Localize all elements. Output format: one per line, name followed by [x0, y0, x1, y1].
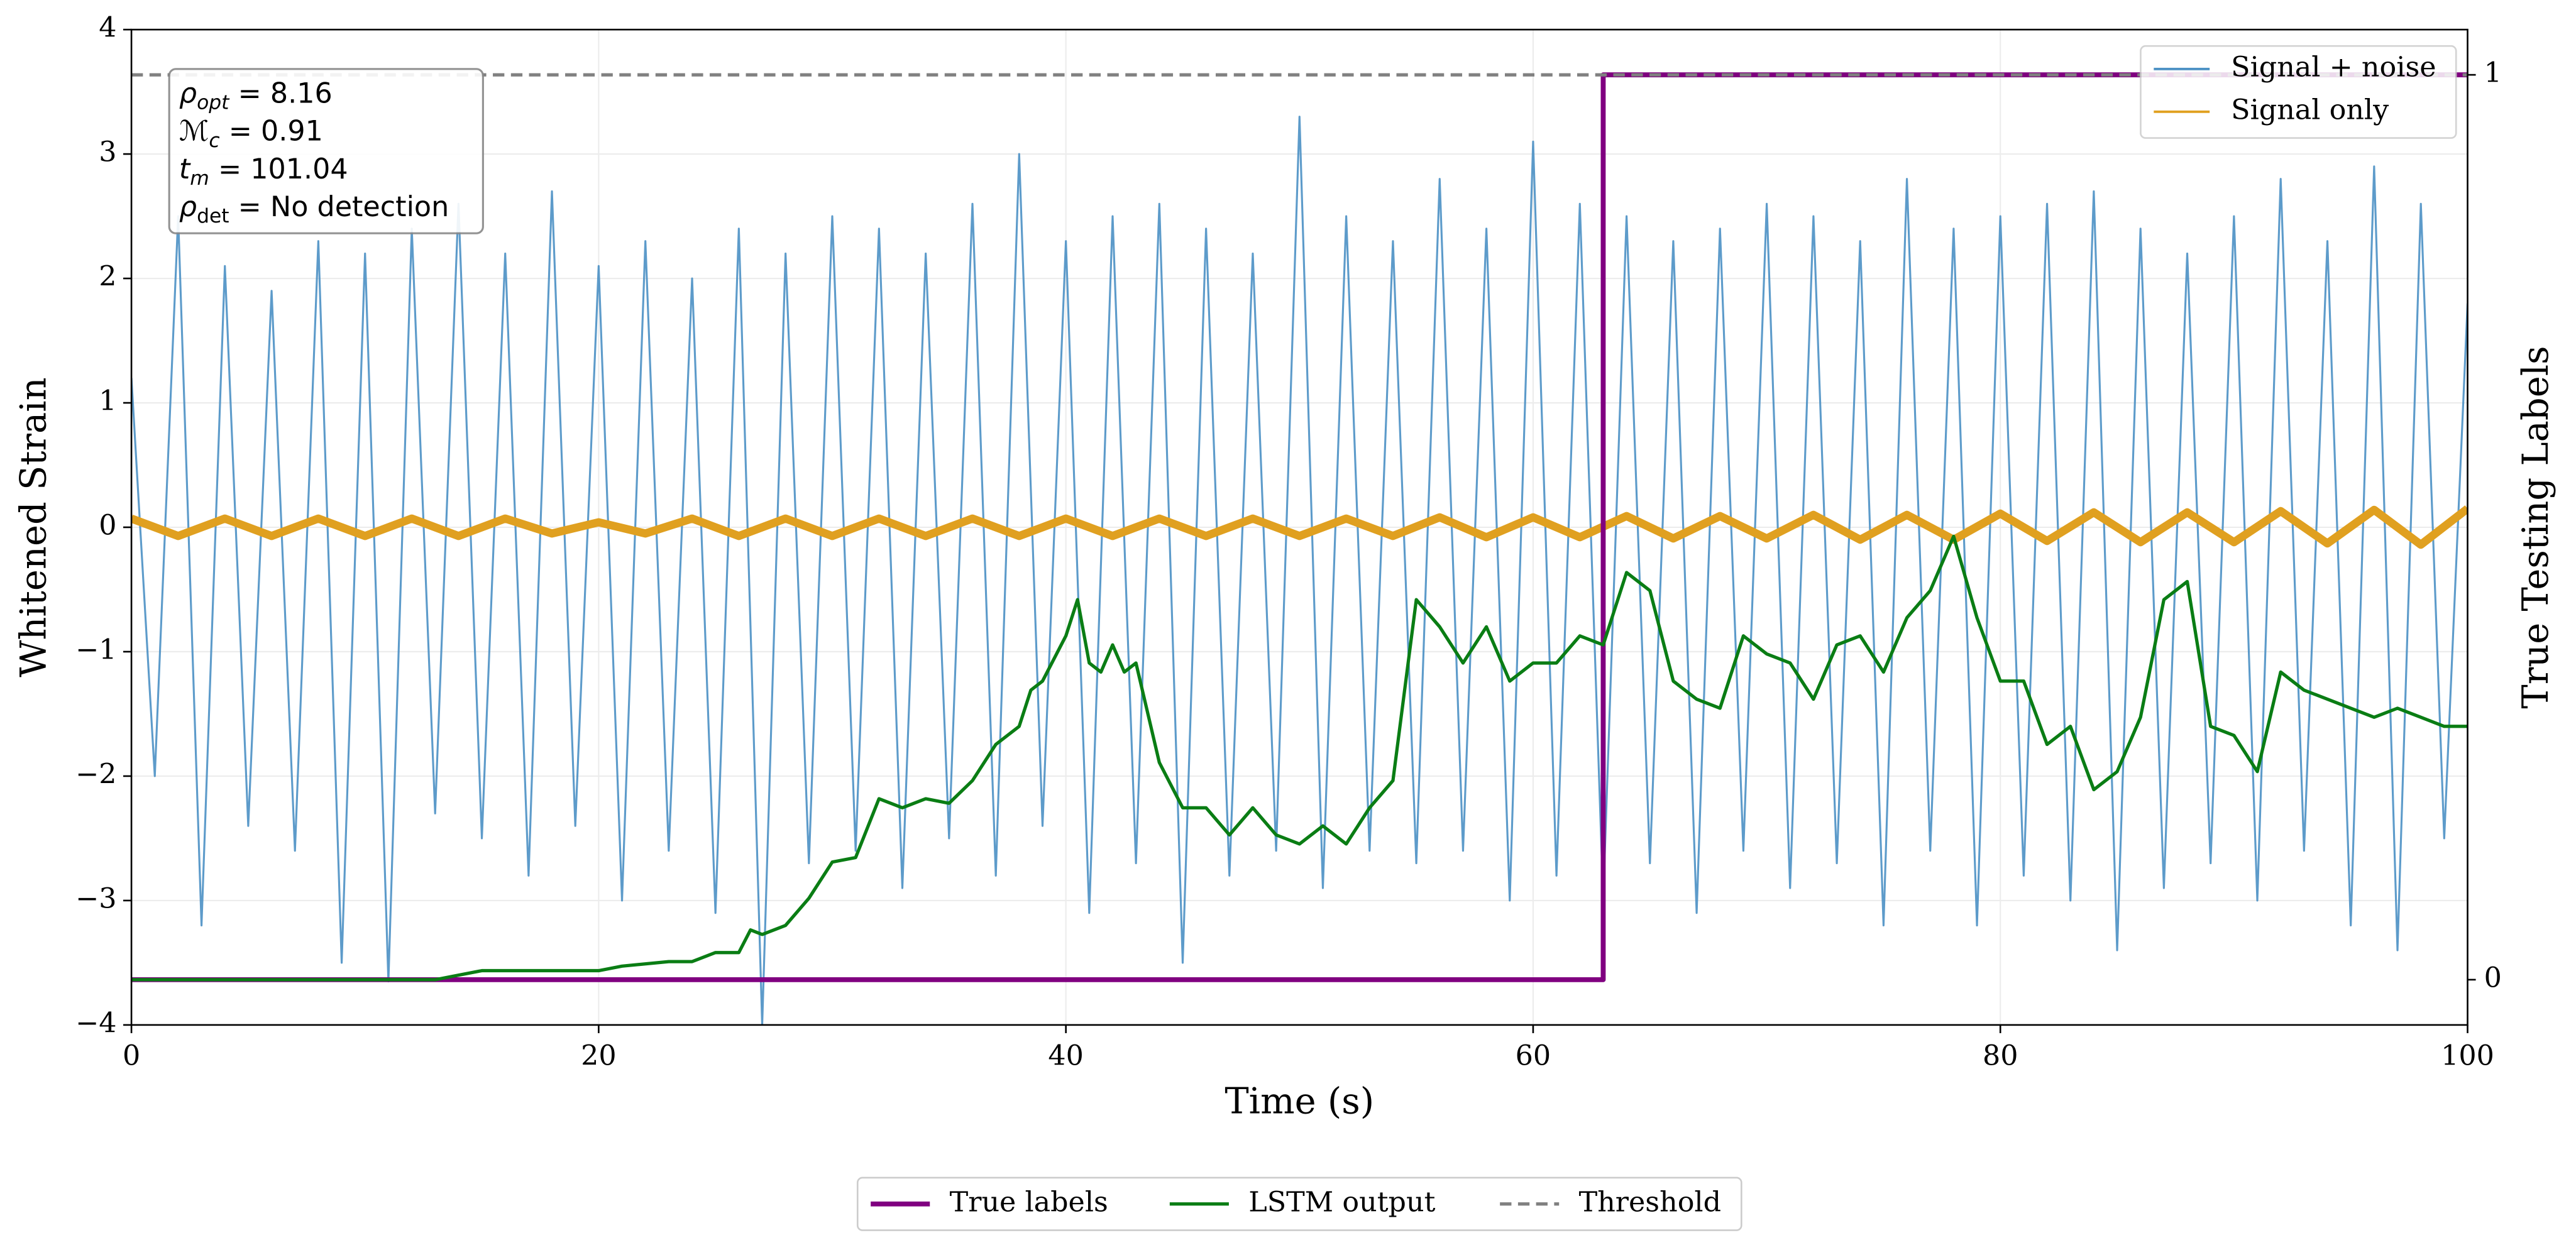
annotation-box: [168, 68, 484, 234]
annotation-value: = No detection: [229, 191, 449, 223]
x-axis-label: Time (s): [1225, 1080, 1374, 1122]
y-axis-label: Whitened Strain: [13, 377, 55, 677]
x-tick-label: 80: [1983, 1040, 2018, 1072]
annotation-symbol: t: [179, 153, 191, 185]
annotation-value: = 101.04: [209, 153, 348, 185]
legend-label: LSTM output: [1248, 1186, 1435, 1218]
annotation-subscript: m: [190, 167, 209, 190]
x-tick-label: 60: [1516, 1040, 1551, 1072]
annotation-symbol: ρ: [179, 191, 197, 223]
annotation-symbol: ρ: [179, 78, 197, 110]
x-tick-label: 40: [1048, 1040, 1084, 1072]
legend-lower-center: True labels LSTM output Threshold: [856, 1176, 1742, 1231]
y2-axis-label: True Testing Labels: [2514, 346, 2557, 708]
y-tick-label: −1: [75, 633, 116, 666]
legend-box: [856, 1176, 1742, 1231]
annotation-subscript: c: [209, 129, 219, 152]
y-tick-label: 0: [99, 509, 116, 541]
y-tick-label: 2: [99, 261, 116, 293]
y-tick-label: 4: [99, 12, 116, 44]
y-tick-label: −4: [75, 1007, 116, 1039]
y2-tick-label: 0: [2484, 962, 2502, 994]
legend-upper-right: Signal + noise Signal only: [2140, 45, 2457, 139]
y-tick-label: 1: [99, 385, 116, 417]
x-tick-label: 0: [123, 1040, 140, 1072]
y-tick-label: −2: [75, 758, 116, 790]
annotation-symbol: ℳ: [179, 116, 209, 148]
legend-label: True labels: [950, 1186, 1108, 1218]
annotation-line: ℳc = 0.91: [179, 116, 323, 152]
y-tick-label: 3: [99, 136, 116, 168]
plot-frame: [130, 28, 2469, 1026]
x-tick-label: 100: [2441, 1040, 2494, 1072]
annotation-line: tm = 101.04: [179, 153, 348, 190]
annotation-line: ρopt = 8.16: [179, 78, 333, 114]
series-line: [131, 116, 2468, 1025]
annotation-value: = 8.16: [229, 78, 332, 110]
series-line: [131, 534, 2468, 982]
legend-label: Signal + noise: [2231, 51, 2436, 83]
legend-label: Threshold: [1579, 1186, 1721, 1218]
annotation-subscript: det: [197, 205, 229, 228]
y-tick-label: −3: [75, 882, 116, 914]
annotation-subscript: opt: [197, 92, 230, 114]
x-tick-label: 20: [581, 1040, 617, 1072]
legend-box: [2140, 45, 2457, 139]
y2-tick-label: 1: [2484, 57, 2502, 89]
legend-label: Signal only: [2231, 94, 2389, 126]
series-line: [131, 505, 2468, 549]
annotation-line: ρdet = No detection: [179, 191, 449, 228]
annotation-value: = 0.91: [220, 116, 323, 148]
